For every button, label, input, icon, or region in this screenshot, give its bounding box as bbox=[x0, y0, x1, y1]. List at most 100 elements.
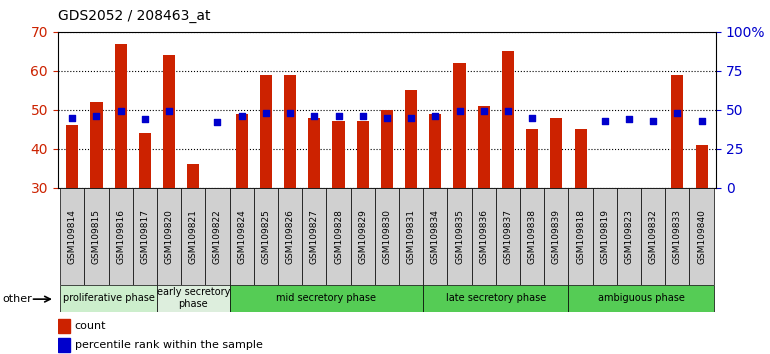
Bar bbox=[430, 114, 441, 304]
Point bbox=[259, 110, 272, 116]
Text: late secretory phase: late secretory phase bbox=[446, 293, 546, 303]
Bar bbox=[526, 129, 538, 304]
Text: GSM109824: GSM109824 bbox=[237, 209, 246, 264]
Point bbox=[405, 115, 417, 120]
Text: GSM109832: GSM109832 bbox=[648, 209, 658, 264]
FancyBboxPatch shape bbox=[641, 188, 665, 285]
Point bbox=[236, 113, 248, 119]
Point bbox=[357, 113, 369, 119]
Text: GSM109819: GSM109819 bbox=[601, 209, 609, 264]
Point bbox=[139, 116, 151, 122]
Text: proliferative phase: proliferative phase bbox=[62, 293, 155, 303]
Bar bbox=[259, 75, 272, 304]
Bar bbox=[284, 75, 296, 304]
Point bbox=[163, 108, 176, 114]
Point bbox=[477, 108, 490, 114]
Point bbox=[333, 113, 345, 119]
FancyBboxPatch shape bbox=[593, 188, 617, 285]
Bar bbox=[115, 44, 127, 304]
Text: GSM109835: GSM109835 bbox=[455, 209, 464, 264]
Text: GSM109836: GSM109836 bbox=[479, 209, 488, 264]
FancyBboxPatch shape bbox=[132, 188, 157, 285]
Point bbox=[671, 110, 684, 116]
Text: GSM109826: GSM109826 bbox=[286, 209, 295, 264]
FancyBboxPatch shape bbox=[181, 188, 206, 285]
FancyBboxPatch shape bbox=[568, 188, 593, 285]
Bar bbox=[308, 118, 320, 304]
FancyBboxPatch shape bbox=[399, 188, 424, 285]
Text: GSM109823: GSM109823 bbox=[624, 209, 634, 264]
Text: GSM109820: GSM109820 bbox=[165, 209, 173, 264]
Point bbox=[647, 118, 659, 124]
FancyBboxPatch shape bbox=[60, 285, 157, 312]
Point bbox=[211, 119, 223, 125]
Text: GSM109815: GSM109815 bbox=[92, 209, 101, 264]
Point bbox=[526, 115, 538, 120]
Point bbox=[90, 113, 102, 119]
FancyBboxPatch shape bbox=[375, 188, 399, 285]
FancyBboxPatch shape bbox=[665, 188, 689, 285]
FancyBboxPatch shape bbox=[326, 188, 350, 285]
Text: GSM109817: GSM109817 bbox=[140, 209, 149, 264]
Bar bbox=[405, 90, 417, 304]
Text: GSM109830: GSM109830 bbox=[383, 209, 391, 264]
Bar bbox=[574, 129, 587, 304]
Text: GSM109825: GSM109825 bbox=[261, 209, 270, 264]
FancyBboxPatch shape bbox=[689, 188, 714, 285]
Text: GSM109816: GSM109816 bbox=[116, 209, 126, 264]
Text: GSM109828: GSM109828 bbox=[334, 209, 343, 264]
Point bbox=[66, 115, 79, 120]
FancyBboxPatch shape bbox=[85, 188, 109, 285]
FancyBboxPatch shape bbox=[278, 188, 302, 285]
Text: GSM109839: GSM109839 bbox=[552, 209, 561, 264]
FancyBboxPatch shape bbox=[424, 285, 568, 312]
FancyBboxPatch shape bbox=[472, 188, 496, 285]
Text: GDS2052 / 208463_at: GDS2052 / 208463_at bbox=[58, 9, 210, 23]
Bar bbox=[357, 121, 369, 304]
Bar bbox=[58, 338, 70, 352]
Point bbox=[308, 113, 320, 119]
Bar bbox=[58, 319, 70, 333]
FancyBboxPatch shape bbox=[254, 188, 278, 285]
Bar bbox=[695, 145, 708, 304]
FancyBboxPatch shape bbox=[302, 188, 326, 285]
FancyBboxPatch shape bbox=[229, 285, 424, 312]
Text: other: other bbox=[2, 294, 32, 304]
Text: GSM109822: GSM109822 bbox=[213, 209, 222, 264]
Bar bbox=[139, 133, 151, 304]
Text: percentile rank within the sample: percentile rank within the sample bbox=[75, 341, 263, 350]
Point bbox=[454, 108, 466, 114]
Text: early secretory
phase: early secretory phase bbox=[156, 287, 230, 309]
Text: GSM109831: GSM109831 bbox=[407, 209, 416, 264]
Bar bbox=[66, 125, 79, 304]
FancyBboxPatch shape bbox=[424, 188, 447, 285]
Text: GSM109834: GSM109834 bbox=[431, 209, 440, 264]
FancyBboxPatch shape bbox=[229, 188, 254, 285]
Text: GSM109838: GSM109838 bbox=[527, 209, 537, 264]
FancyBboxPatch shape bbox=[350, 188, 375, 285]
Text: GSM109833: GSM109833 bbox=[673, 209, 682, 264]
FancyBboxPatch shape bbox=[109, 188, 132, 285]
Point bbox=[284, 110, 296, 116]
Text: GSM109829: GSM109829 bbox=[358, 209, 367, 264]
Point bbox=[115, 108, 127, 114]
Bar bbox=[187, 164, 199, 304]
Bar bbox=[502, 51, 514, 304]
Text: GSM109818: GSM109818 bbox=[576, 209, 585, 264]
Point bbox=[623, 116, 635, 122]
Text: GSM109827: GSM109827 bbox=[310, 209, 319, 264]
Bar bbox=[381, 110, 393, 304]
Text: GSM109837: GSM109837 bbox=[504, 209, 513, 264]
Point bbox=[502, 108, 514, 114]
Text: GSM109840: GSM109840 bbox=[697, 209, 706, 264]
FancyBboxPatch shape bbox=[520, 188, 544, 285]
FancyBboxPatch shape bbox=[60, 188, 85, 285]
Text: count: count bbox=[75, 321, 106, 331]
Point bbox=[695, 118, 708, 124]
FancyBboxPatch shape bbox=[206, 188, 229, 285]
FancyBboxPatch shape bbox=[157, 285, 229, 312]
Text: mid secretory phase: mid secretory phase bbox=[276, 293, 377, 303]
FancyBboxPatch shape bbox=[157, 188, 181, 285]
FancyBboxPatch shape bbox=[617, 188, 641, 285]
FancyBboxPatch shape bbox=[544, 188, 568, 285]
